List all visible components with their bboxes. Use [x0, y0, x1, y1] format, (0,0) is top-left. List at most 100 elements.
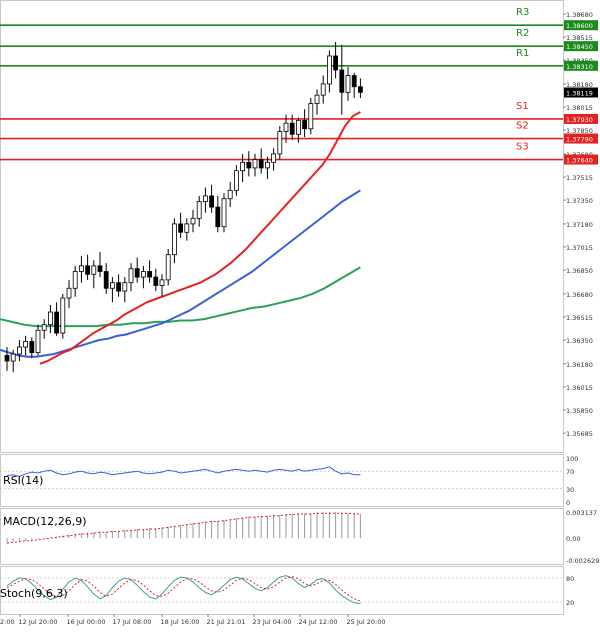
level-tag-s3: [564, 154, 598, 165]
price-tick-label: 1.36350: [566, 337, 593, 345]
price-tick-label: 1.38515: [566, 34, 593, 42]
panel-frame: [0, 566, 564, 615]
time-label: 17 Jul 08:00: [113, 618, 152, 626]
candle-body: [116, 282, 121, 292]
candle-body: [103, 271, 109, 289]
candle-body: [23, 341, 29, 348]
stoch-label: Stoch(9,6,3): [0, 587, 68, 600]
candle-body: [35, 329, 41, 354]
candle-body: [221, 198, 227, 228]
price-tick-label: 1.38015: [566, 104, 593, 112]
time-label: 16 Jul 00:00: [67, 618, 106, 626]
price-tick-label: 1.37015: [566, 244, 593, 252]
time-label: 12 Jul 20:00: [19, 618, 58, 626]
candle-body: [227, 189, 233, 200]
rsi-line: [6, 466, 361, 478]
candle-body: [16, 346, 22, 355]
price-tick-label: 1.36180: [566, 361, 593, 369]
time-label: 25 Jul 20:00: [347, 618, 386, 626]
candle-body: [184, 223, 190, 233]
candle-body: [295, 119, 301, 135]
candle-body: [264, 161, 270, 169]
level-tag-r3: [564, 20, 598, 31]
candle-body: [277, 131, 283, 155]
candle-body: [202, 195, 208, 202]
time-label: 23 Jul 04:00: [253, 618, 292, 626]
candle-body: [140, 271, 146, 278]
stoch-tick-label: 20: [566, 599, 574, 607]
candle-body: [29, 341, 35, 354]
candle-body: [308, 103, 314, 130]
panel-frame: [0, 454, 564, 507]
level-tag-s2: [564, 133, 598, 144]
time-axis: 2:00 12 Jul 20:00 16 Jul 00:00 17 Jul 08:00…: [0, 614, 385, 626]
candle-body: [339, 69, 345, 93]
candle-body: [345, 75, 351, 93]
candle-body: [271, 153, 277, 163]
level-tag-r2: [564, 41, 598, 52]
level-name-s2: S2: [516, 121, 529, 132]
candle-body: [289, 122, 295, 135]
candle-body: [351, 75, 357, 88]
candle-body: [283, 122, 289, 132]
level-tag-r1: [564, 60, 598, 71]
price-tick-label: 1.37515: [566, 174, 593, 182]
candle-body: [209, 195, 215, 208]
candle-body: [159, 279, 165, 286]
candle-body: [128, 268, 134, 284]
level-tag-label: 1.38310: [566, 63, 593, 71]
candle-body: [215, 206, 221, 228]
candle-body: [333, 55, 339, 71]
candle-body: [190, 217, 196, 225]
macd-tick-label: -0.002629: [566, 557, 599, 565]
price-tick-label: 1.38180: [566, 81, 593, 89]
ma-slow-green-line: [0, 266, 361, 328]
level-tag-label: 1.37790: [566, 136, 593, 144]
stoch-k-line: [6, 575, 361, 605]
candle-body: [122, 282, 128, 292]
stoch-tick-label: 80: [566, 575, 574, 583]
stochastic-panel: 80 20 Stoch(9,6,3): [0, 566, 574, 615]
level-tag-label: 1.37930: [566, 116, 593, 124]
level-tag-s1: [564, 113, 598, 124]
candle-body: [314, 94, 320, 104]
current-price-label: 1.38119: [566, 89, 593, 97]
time-label: 24 Jul 12:00: [299, 618, 338, 626]
candle-body: [66, 287, 72, 299]
level-name-r3: R3: [516, 7, 529, 18]
candle-body: [91, 265, 97, 275]
ma-fast-red-line: [39, 111, 361, 365]
candle-body: [72, 271, 78, 289]
candle-body: [196, 201, 202, 219]
candle-body: [134, 268, 140, 278]
price-tick-label: 1.35850: [566, 407, 593, 415]
ma-mid-blue-line: [0, 189, 361, 358]
level-name-r2: R2: [516, 28, 529, 39]
candle-body: [85, 265, 90, 275]
candle-body: [178, 223, 184, 233]
candle-body: [320, 83, 326, 96]
candle-body: [48, 311, 53, 326]
panel-frame: [0, 0, 564, 453]
candle-body: [171, 223, 177, 256]
candle-body: [357, 86, 363, 93]
price-tick-label: 1.36015: [566, 384, 593, 392]
macd-tick-label: 0.00: [566, 535, 580, 543]
macd-panel: 0.003137 0.00 -0.002629 MACD(12,26,9): [0, 508, 599, 565]
price-tick-label: 1.37180: [566, 221, 593, 229]
rsi-tick-label: 100: [566, 455, 578, 463]
candle-body: [302, 119, 308, 130]
candle-body: [4, 355, 10, 362]
macd-tick-label: 0.003137: [566, 509, 597, 517]
price-tick-label: 1.38680: [566, 11, 593, 19]
level-tag-label: 1.38450: [566, 43, 593, 51]
macd-signal-line: [6, 512, 361, 544]
price-tick-label: 1.36515: [566, 314, 593, 322]
level-name-s1: S1: [516, 101, 529, 112]
macd-label: MACD(12,26,9): [3, 515, 87, 528]
rsi-panel: 100 70 30 0 RSI(14): [0, 454, 578, 507]
rsi-tick-label: 0: [566, 499, 570, 507]
candle-body: [326, 55, 332, 85]
level-tag-label: 1.37640: [566, 157, 593, 165]
